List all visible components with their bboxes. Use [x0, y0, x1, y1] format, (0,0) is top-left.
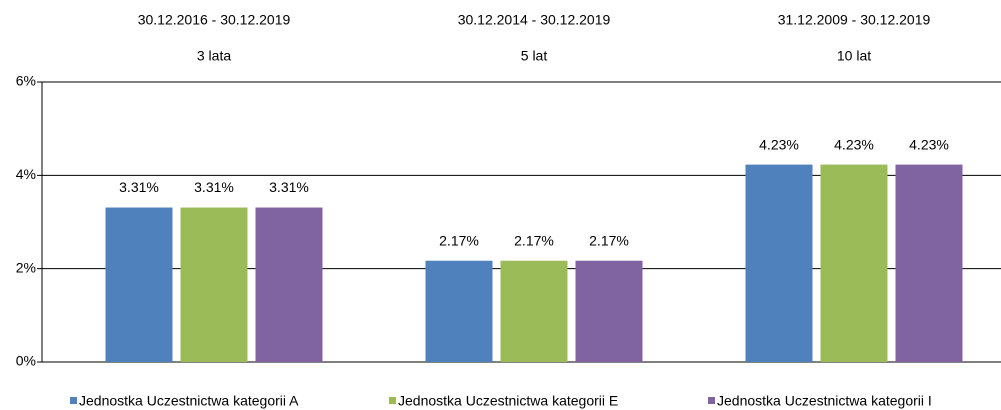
category-range: 30.12.2016 - 30.12.2019	[138, 12, 291, 28]
value-label: 4.23%	[834, 136, 874, 152]
legend-swatch	[389, 397, 396, 404]
value-label: 4.23%	[759, 136, 799, 152]
bar	[500, 260, 568, 362]
category-label: 3 lata	[197, 48, 231, 64]
bar	[425, 260, 493, 362]
bar	[745, 164, 813, 362]
category-label: 10 lat	[837, 48, 871, 64]
value-label: 3.31%	[119, 179, 159, 195]
category-range: 30.12.2014 - 30.12.2019	[458, 12, 611, 28]
legend-swatch	[70, 397, 77, 404]
value-label: 2.17%	[589, 232, 629, 248]
legend-label: Jednostka Uczestnictwa kategorii I	[717, 393, 932, 409]
value-label: 4.23%	[909, 136, 949, 152]
bar	[575, 260, 643, 362]
category-range: 31.12.2009 - 30.12.2019	[778, 12, 931, 28]
value-label: 3.31%	[269, 179, 309, 195]
bar	[105, 207, 173, 362]
bar	[255, 207, 323, 362]
legend-label: Jednostka Uczestnictwa kategorii A	[79, 393, 299, 409]
legend-label: Jednostka Uczestnictwa kategorii E	[398, 393, 618, 409]
y-tick-label: 4%	[16, 166, 36, 182]
legend-swatch	[708, 397, 715, 404]
y-tick-label: 6%	[16, 73, 36, 89]
bar	[820, 164, 888, 362]
bar	[895, 164, 963, 362]
bar	[180, 207, 248, 362]
value-label: 2.17%	[514, 232, 554, 248]
value-label: 2.17%	[439, 232, 479, 248]
category-label: 5 lat	[521, 48, 548, 64]
y-tick-label: 0%	[16, 353, 36, 369]
y-tick-label: 2%	[16, 259, 36, 275]
value-label: 3.31%	[194, 179, 234, 195]
